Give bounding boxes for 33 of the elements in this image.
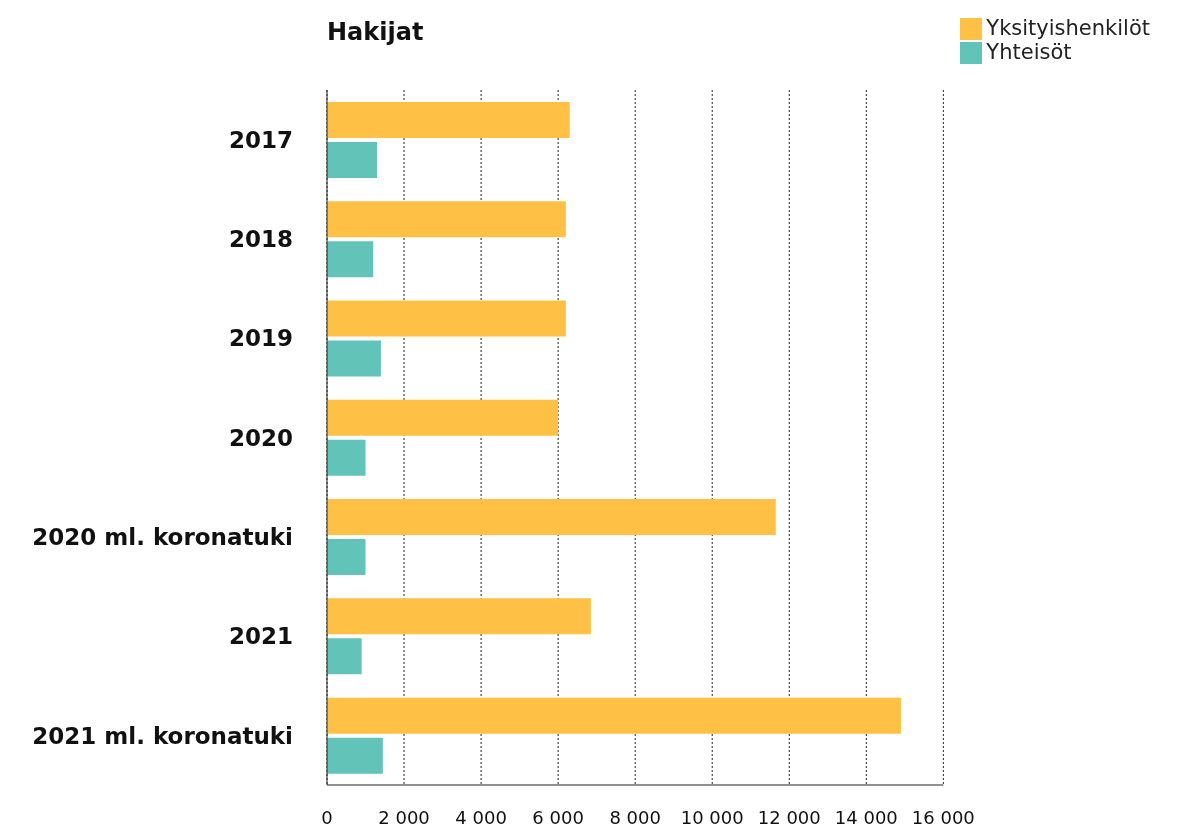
chart-title: Hakijat	[327, 18, 424, 46]
x-tick-label: 16 000	[911, 806, 975, 828]
legend-label: Yhteisöt	[986, 40, 1072, 64]
bar	[327, 439, 366, 476]
y-tick-label: 2020	[228, 424, 293, 451]
x-tick-label: 6 000	[532, 806, 584, 828]
bar	[327, 499, 776, 536]
bar	[327, 638, 362, 675]
bar	[327, 598, 591, 635]
x-tick-label: 2 000	[378, 806, 430, 828]
bar	[327, 539, 366, 576]
x-tick-label: 4 000	[455, 806, 507, 828]
bar	[327, 399, 559, 436]
y-tick-label: 2021 ml. koronatuki	[32, 722, 293, 749]
bar	[327, 141, 378, 178]
bar	[327, 101, 570, 138]
x-tick-label: 10 000	[680, 806, 744, 828]
y-tick-label: 2019	[228, 325, 293, 352]
x-tick-label: 8 000	[609, 806, 661, 828]
x-tick-label: 0	[321, 806, 333, 828]
bar	[327, 201, 566, 238]
y-tick-label: 2020 ml. koronatuki	[32, 523, 293, 550]
x-tick-label: 12 000	[757, 806, 821, 828]
y-tick-label: 2017	[228, 126, 293, 153]
bar	[327, 241, 374, 278]
bar	[327, 300, 566, 337]
bar	[327, 737, 383, 774]
bar	[327, 340, 381, 377]
y-tick-label: 2021	[228, 623, 293, 650]
y-tick-label: 2018	[228, 226, 293, 253]
legend-label: Yksityishenkilöt	[986, 16, 1150, 40]
x-tick-label: 14 000	[834, 806, 898, 828]
bar	[327, 697, 901, 734]
